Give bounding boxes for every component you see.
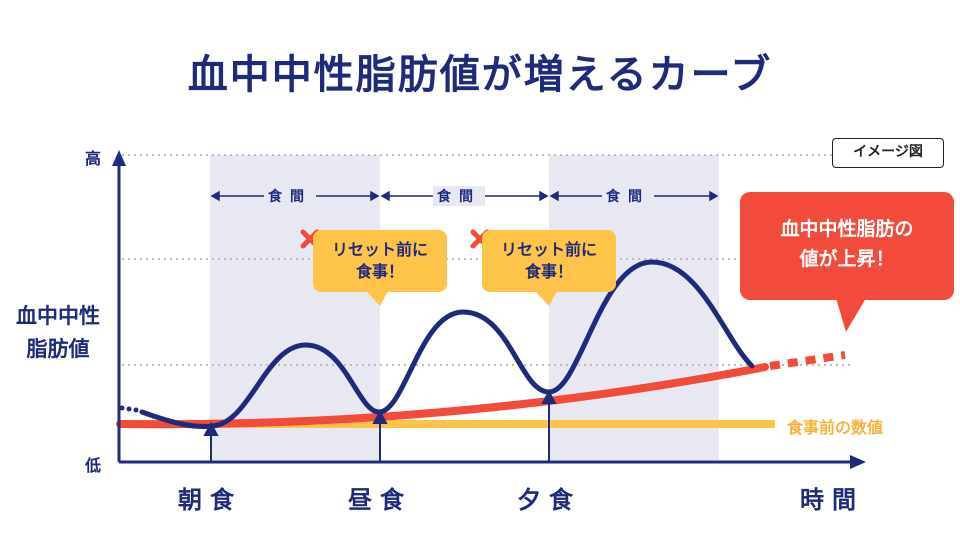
callout-tail-2	[535, 291, 557, 306]
meal-label-breakfast: 朝食	[178, 486, 242, 514]
y-axis-low: 低	[85, 456, 102, 475]
gap-label-3: 食間	[602, 186, 654, 206]
baseline-label: 食事前の数値	[787, 418, 884, 437]
y-axis-label: 血中中性 脂肪値	[8, 300, 108, 366]
callout-tail-1	[366, 291, 388, 306]
x-axis-arrowhead	[850, 455, 866, 469]
y-axis-label-line1: 血中中性	[16, 304, 100, 328]
level-curve	[139, 259, 755, 429]
callout-2-line2: 食事！	[524, 262, 573, 281]
callout-bubble-1: リセット前に 食事！	[313, 230, 447, 292]
curve-lead-dots	[119, 405, 139, 413]
rise-callout-line1: 血中中性脂肪の	[780, 218, 914, 240]
y-axis-arrowhead	[112, 150, 126, 166]
page-title: 血中中性脂肪値が増えるカーブ	[187, 52, 773, 98]
image-tag: イメージ図	[832, 138, 944, 168]
meal-label-lunch: 昼食	[348, 486, 412, 514]
rise-callout-line2: 値が上昇！	[799, 248, 895, 270]
meal-label-dinner: 夕食	[517, 486, 581, 514]
callout-2-line1: リセット前に	[500, 240, 597, 259]
rise-callout-tail	[836, 298, 866, 332]
y-axis-high: 高	[85, 149, 102, 168]
rise-callout: 血中中性脂肪の 値が上昇！	[740, 192, 954, 300]
gap-label-2: 食間	[433, 186, 485, 206]
gap-label-1: 食間	[264, 186, 316, 206]
y-axis-label-line2: 脂肪値	[26, 337, 90, 361]
meal-arrows	[203, 389, 557, 462]
callout-1-line1: リセット前に	[331, 240, 428, 259]
axes	[112, 150, 866, 469]
dotted-guides	[122, 154, 850, 366]
callout-bubble-2: リセット前に 食事！	[482, 230, 616, 292]
callout-1-line2: 食事！	[355, 262, 404, 281]
trend-dotted-extension	[769, 351, 846, 370]
x-axis-label: 時間	[800, 486, 864, 514]
